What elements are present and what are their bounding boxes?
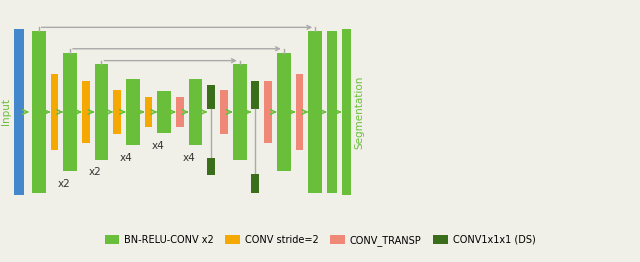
Bar xyxy=(342,29,351,195)
Bar xyxy=(207,158,215,175)
Legend: BN-RELU-CONV x2, CONV stride=2, CONV_TRANSP, CONV1x1x1 (DS): BN-RELU-CONV x2, CONV stride=2, CONV_TRA… xyxy=(100,231,540,250)
Bar xyxy=(157,91,171,133)
Bar xyxy=(264,81,272,143)
Text: x4: x4 xyxy=(183,153,196,163)
Text: x4: x4 xyxy=(120,153,133,163)
Bar xyxy=(145,97,152,127)
Bar xyxy=(296,74,303,150)
Text: x4: x4 xyxy=(152,140,164,150)
Bar xyxy=(82,81,90,143)
Bar xyxy=(277,53,291,171)
Bar xyxy=(32,31,45,193)
Bar xyxy=(51,74,58,150)
Bar xyxy=(189,79,202,145)
Bar xyxy=(252,81,259,109)
Bar xyxy=(126,79,140,145)
Bar xyxy=(63,53,77,171)
Bar xyxy=(308,31,322,193)
Bar xyxy=(252,174,259,193)
Text: x2: x2 xyxy=(89,167,102,177)
Bar xyxy=(233,64,246,160)
Text: Segmentation: Segmentation xyxy=(355,75,364,149)
Bar xyxy=(14,29,24,195)
Text: x2: x2 xyxy=(58,179,70,189)
Bar xyxy=(95,64,108,160)
Bar xyxy=(327,31,337,193)
Bar xyxy=(176,97,184,127)
Text: Input: Input xyxy=(1,99,12,125)
Bar xyxy=(220,90,228,134)
Bar xyxy=(207,85,215,109)
Bar xyxy=(113,90,121,134)
